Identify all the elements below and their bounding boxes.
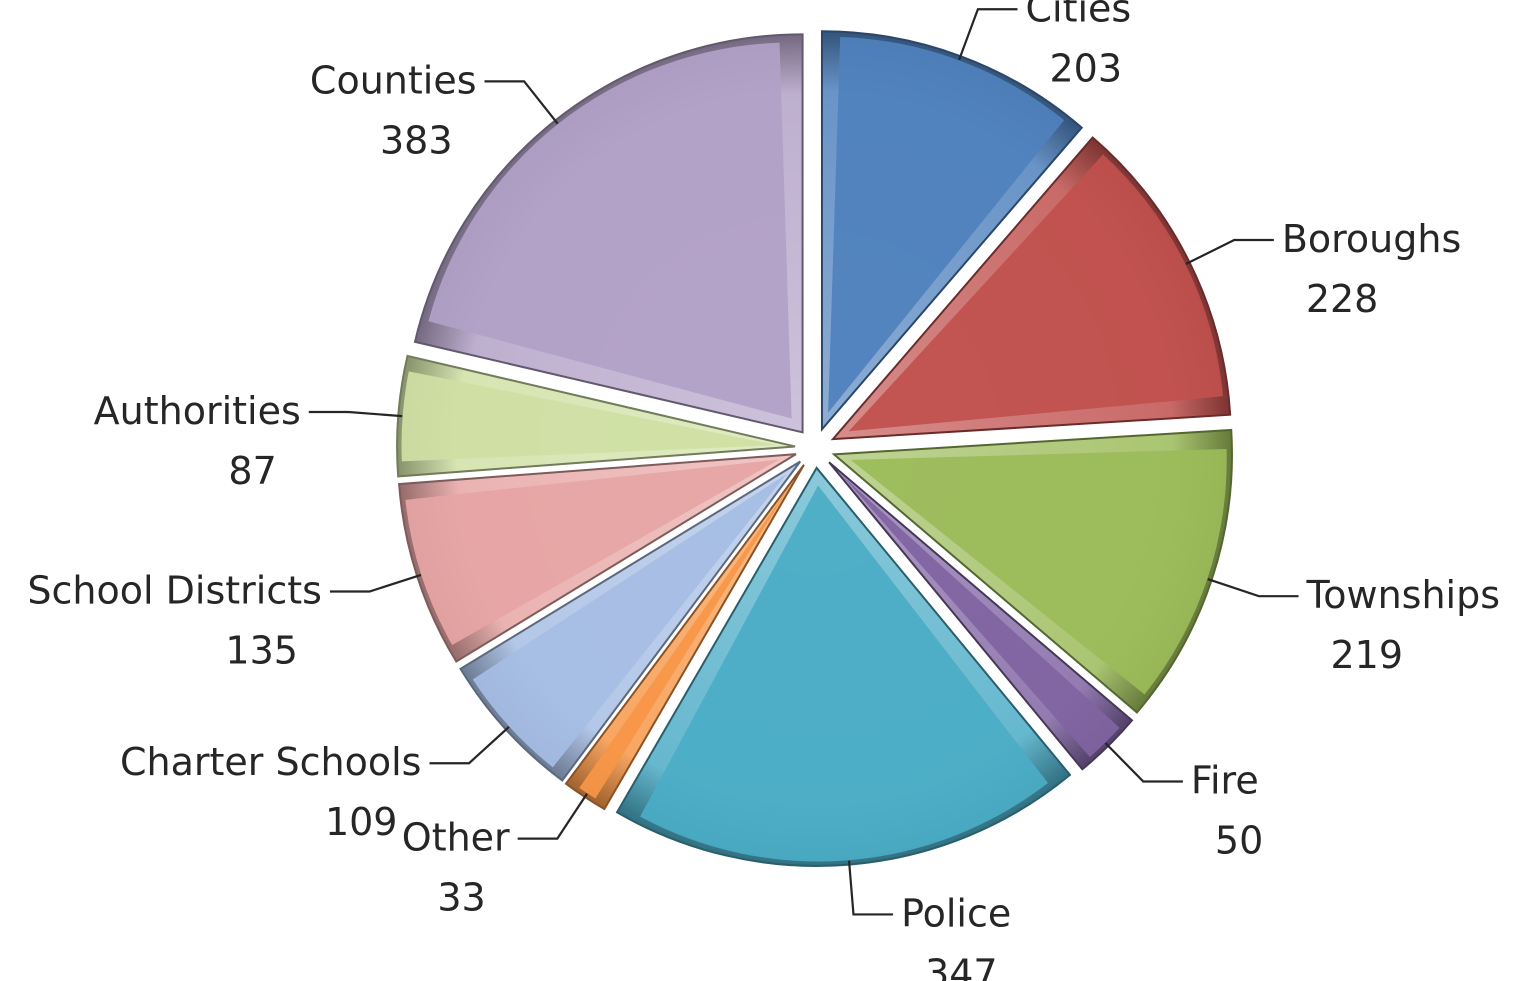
leader-line-fire — [1104, 742, 1183, 783]
slice-school-districts-face — [405, 459, 780, 646]
label-school-districts: School Districts — [27, 569, 322, 613]
leader-line-authorities — [308, 410, 403, 418]
label-charter-schools: Charter Schools — [120, 740, 421, 784]
label-townships: Townships — [1306, 573, 1501, 617]
slice-fire-face — [841, 474, 1120, 757]
leader-line-school-districts — [329, 573, 422, 593]
label-counties: Counties — [310, 58, 477, 102]
slice-boroughs-face — [848, 154, 1224, 432]
value-other: 33 — [437, 876, 485, 920]
leader-line-charter-schools — [429, 726, 510, 765]
label-boroughs: Boroughs — [1282, 217, 1461, 261]
value-fire: 50 — [1215, 819, 1263, 863]
value-counties: 383 — [380, 118, 453, 162]
label-other: Other — [402, 816, 510, 860]
value-charter-schools: 109 — [325, 800, 398, 844]
slice-police-face — [640, 485, 1048, 862]
slice-boroughs — [830, 136, 1232, 441]
slice-counties-face — [428, 42, 792, 419]
leader-line-other — [517, 792, 588, 840]
leader-line-cities — [958, 8, 1018, 61]
slice-authorities — [396, 354, 796, 478]
slice-townships — [831, 428, 1233, 714]
label-authorities: Authorities — [94, 389, 301, 433]
leader-line-counties — [484, 80, 559, 125]
value-boroughs: 228 — [1306, 277, 1379, 321]
slice-authorities-face — [401, 371, 778, 462]
value-police: 347 — [925, 951, 998, 981]
leader-line-police — [847, 860, 894, 916]
label-cities: Cities — [1025, 0, 1131, 30]
slice-cities — [820, 30, 1084, 432]
slice-townships-face — [850, 448, 1227, 695]
value-townships: 219 — [1331, 633, 1404, 677]
slice-charter-schools-face — [472, 473, 788, 768]
label-police: Police — [901, 891, 1011, 935]
leader-line-townships — [1207, 578, 1299, 598]
slice-cities-face — [828, 36, 1065, 413]
slice-counties — [413, 33, 804, 434]
slice-other-face — [579, 479, 795, 799]
value-authorities: 87 — [228, 449, 276, 493]
label-fire: Fire — [1191, 759, 1259, 803]
value-cities: 203 — [1049, 46, 1122, 90]
leader-line-boroughs — [1185, 238, 1274, 265]
value-school-districts: 135 — [225, 629, 298, 673]
slice-school-districts — [398, 453, 797, 663]
